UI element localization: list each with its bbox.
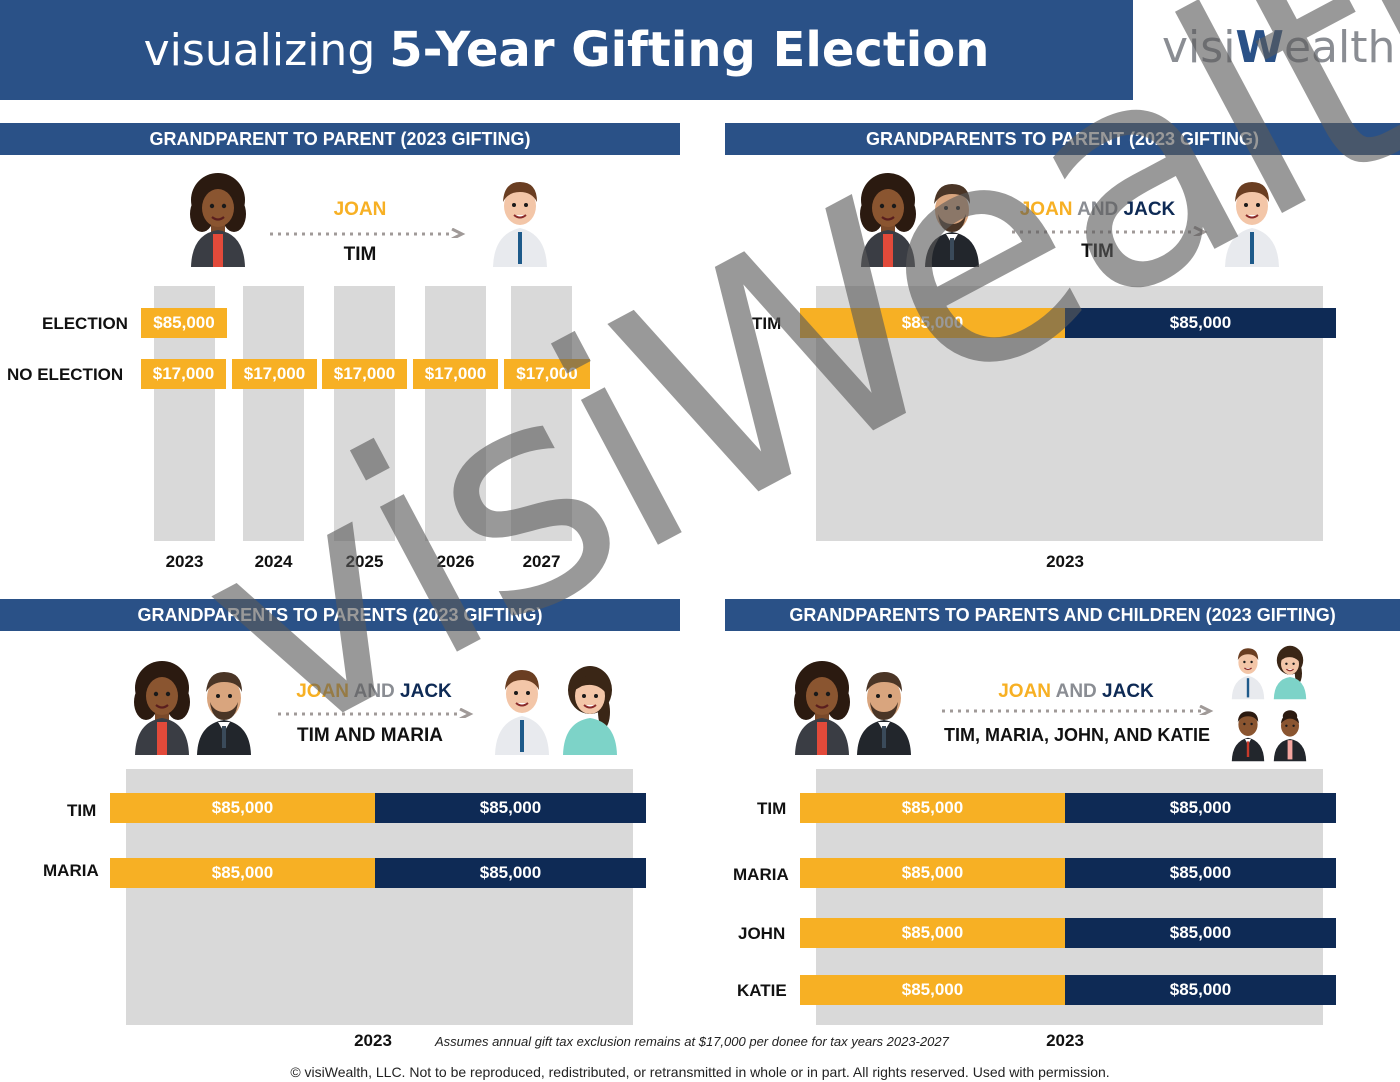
tim-avatar [1224, 181, 1280, 268]
panel2-recipient: TIM [1081, 241, 1114, 262]
row-label-katie: KATIE [737, 981, 787, 1000]
footnote: Assumes annual gift tax exclusion remain… [435, 1034, 949, 1049]
page-title: visualizing 5-Year Gifting Election [0, 0, 1133, 100]
jack-gift-bar: $85,000 [1065, 975, 1336, 1005]
joan-avatar [792, 660, 852, 756]
joan-gift-bar: $85,000 [800, 308, 1065, 338]
no-election-amount: $17,000 [322, 359, 407, 389]
row-label-election: ELECTION [42, 314, 128, 333]
jack-avatar [857, 672, 911, 755]
brand-logo: visiWealth [1162, 22, 1396, 73]
year-label: 2027 [522, 552, 561, 571]
jack-gift-bar: $85,000 [375, 793, 646, 823]
jack-gift-bar: $85,000 [1065, 858, 1336, 888]
year-label: 2025 [345, 552, 384, 571]
no-election-amount: $17,000 [413, 359, 498, 389]
jack-avatar [925, 184, 979, 267]
year-label: 2026 [436, 552, 475, 571]
row-label-tim: TIM [67, 801, 97, 820]
joan-avatar [132, 660, 192, 756]
tim-avatar [494, 669, 550, 756]
year-label: 2023 [1046, 1031, 1084, 1050]
panel1-recipient: TIM [343, 244, 377, 265]
joan-gift-bar: $85,000 [800, 975, 1065, 1005]
year-column [243, 286, 304, 541]
panel2-givers: JOAN AND JACK [1019, 199, 1176, 220]
katie-avatar [1273, 710, 1307, 762]
panel3-recipient: TIM AND MARIA [297, 725, 443, 746]
jack-gift-bar: $85,000 [375, 858, 646, 888]
year-label: 2023 [1046, 552, 1084, 571]
year-column [511, 286, 572, 541]
header-band [0, 0, 1133, 100]
no-election-amount: $17,000 [504, 359, 590, 389]
dotted-arrow-icon [270, 228, 466, 238]
row-label-maria: MARIA [733, 865, 789, 884]
maria-avatar [562, 665, 618, 756]
jack-avatar [197, 672, 251, 755]
dotted-arrow-icon [942, 705, 1214, 715]
panel4-givers: JOAN AND JACK [998, 681, 1154, 702]
no-election-amount: $17,000 [141, 359, 226, 389]
row-label-john: JOHN [738, 924, 786, 943]
joan-gift-bar: $85,000 [110, 858, 375, 888]
panel1-heading: GRANDPARENT TO PARENT (2023 GIFTING) [0, 123, 680, 155]
year-label: 2023 [354, 1031, 392, 1050]
panel3-givers: JOAN AND JACK [296, 681, 452, 702]
maria-avatar [1273, 645, 1307, 700]
jack-gift-bar: $85,000 [1065, 918, 1336, 948]
copyright: © visiWealth, LLC. Not to be reproduced,… [290, 1064, 1110, 1080]
row-label-tim: TIM [757, 799, 787, 818]
jack-gift-bar: $85,000 [1065, 793, 1336, 823]
dotted-arrow-icon [1012, 226, 1208, 236]
dotted-arrow-icon [278, 708, 474, 718]
john-avatar [1231, 711, 1265, 762]
panel3-heading: GRANDPARENTS TO PARENTS (2023 GIFTING) [0, 599, 680, 631]
joan-avatar [188, 172, 248, 268]
joan-avatar [858, 172, 918, 268]
title-bold: 5-Year Gifting Election [389, 22, 990, 78]
year-column [425, 286, 486, 541]
year-column [334, 286, 395, 541]
year-label: 2023 [165, 552, 204, 571]
joan-gift-bar: $85,000 [110, 793, 375, 823]
row-label-maria: MARIA [43, 861, 99, 880]
joan-gift-bar: $85,000 [800, 858, 1065, 888]
panel1-giver: JOAN [333, 199, 387, 220]
row-label-tim: TIM [752, 314, 782, 333]
title-light: visualizing [143, 24, 376, 76]
jack-gift-bar: $85,000 [1065, 308, 1336, 338]
year-label: 2024 [254, 552, 293, 571]
panel4-heading: GRANDPARENTS TO PARENTS AND CHILDREN (20… [725, 599, 1400, 631]
joan-gift-bar: $85,000 [800, 918, 1065, 948]
no-election-amount: $17,000 [232, 359, 317, 389]
joan-gift-bar: $85,000 [800, 793, 1065, 823]
election-amount: $85,000 [141, 308, 227, 338]
tim-avatar [1231, 647, 1265, 700]
panel2-heading: GRANDPARENTS TO PARENT (2023 GIFTING) [725, 123, 1400, 155]
tim-avatar [492, 181, 548, 268]
row-label-no-election: NO ELECTION [7, 365, 124, 384]
panel4-recipient: TIM, MARIA, JOHN, AND KATIE [944, 725, 1210, 745]
